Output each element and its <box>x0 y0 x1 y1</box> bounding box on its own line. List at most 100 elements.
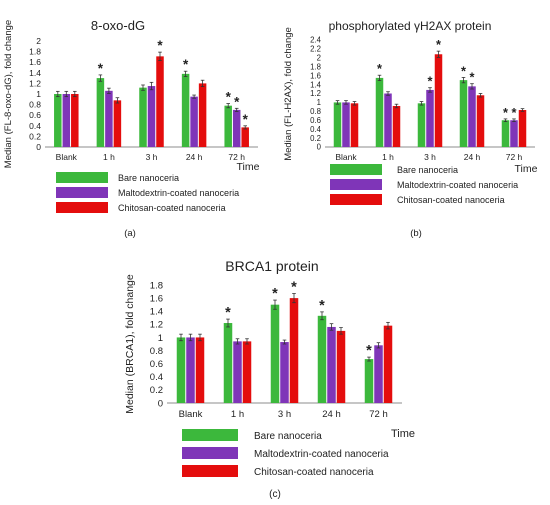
bar <box>232 109 241 147</box>
bar <box>333 102 342 147</box>
x-tick-label: Blank <box>335 152 357 162</box>
y-tick-label: 1.2 <box>150 320 163 331</box>
bar <box>383 325 393 403</box>
legend-label: Maltodextrin-coated nanoceria <box>118 188 239 198</box>
x-tick-label: 72 h <box>506 152 523 162</box>
legend-swatch <box>182 447 238 459</box>
significance-star: * <box>461 63 466 78</box>
x-axis-label: Time <box>391 428 415 440</box>
y-tick-label: 2.4 <box>310 36 322 45</box>
y-tick-label: 0 <box>36 142 41 152</box>
y-tick-label: 2.2 <box>310 45 321 54</box>
chart-title: phosphorylated γH2AX protein <box>329 19 492 33</box>
bar <box>426 89 434 147</box>
legend-label: Chitosan-coated nanoceria <box>118 203 226 213</box>
y-tick-label: 0.6 <box>310 116 321 125</box>
bar <box>342 102 350 147</box>
chart-8-oxo-dg: 8-oxo-dG Median (FL-8-oxo-dG), fold chang… <box>3 18 260 239</box>
y-tick-label: 0 <box>158 398 163 409</box>
bar <box>289 298 299 403</box>
y-tick-label: 1.8 <box>150 280 163 291</box>
bar <box>241 127 249 147</box>
bar <box>147 86 156 147</box>
bar <box>195 337 205 403</box>
x-tick-label: 24 h <box>464 152 481 162</box>
legend-swatch <box>330 164 382 175</box>
y-axis-label: Median (FL-8-oxo-dG), fold change <box>3 20 14 168</box>
significance-star: * <box>512 105 517 120</box>
y-tick-label: 1.8 <box>29 47 41 57</box>
bar <box>190 96 198 147</box>
significance-star: * <box>319 298 325 314</box>
y-tick-label: 0 <box>317 143 322 152</box>
bar <box>317 315 327 403</box>
bar <box>96 78 105 147</box>
y-tick-label: 0.4 <box>150 372 163 383</box>
bar <box>233 341 242 403</box>
legend-swatch <box>182 429 238 441</box>
legend-label: Maltodextrin-coated nanoceria <box>254 449 389 460</box>
significance-star: * <box>234 94 240 109</box>
significance-star: * <box>272 286 278 302</box>
legend-swatch <box>182 465 238 477</box>
bar <box>280 342 289 403</box>
legend-swatch <box>330 179 382 190</box>
bar <box>181 73 190 147</box>
bar <box>417 103 426 147</box>
bar <box>139 87 147 147</box>
y-tick-label: 1 <box>317 98 321 107</box>
significance-star: * <box>226 90 232 105</box>
bar <box>176 337 186 403</box>
bar <box>434 54 443 148</box>
bar <box>375 77 384 147</box>
y-tick-label: 0.4 <box>310 125 322 134</box>
bar <box>336 330 346 403</box>
x-tick-label: 1 h <box>103 152 115 162</box>
y-tick-label: 1.2 <box>29 78 41 88</box>
y-tick-label: 1.8 <box>310 62 321 71</box>
x-tick-label: 1 h <box>231 409 244 420</box>
chart-title: 8-oxo-dG <box>91 18 145 33</box>
chart-gh2ax: phosphorylated γH2AX protein Median (FL-H… <box>283 19 538 239</box>
bar <box>54 94 62 147</box>
panel-label: (a) <box>124 228 136 239</box>
bar <box>364 359 374 403</box>
legend-label: Chitosan-coated nanoceria <box>254 467 374 478</box>
chart-title: BRCA1 protein <box>225 258 318 274</box>
y-tick-label: 1.6 <box>29 57 41 67</box>
x-tick-label: 24 h <box>186 152 203 162</box>
y-tick-label: 2 <box>36 36 41 46</box>
significance-star: * <box>377 61 382 76</box>
significance-star: * <box>428 74 433 89</box>
bar <box>186 337 195 403</box>
y-tick-label: 0.2 <box>310 134 321 143</box>
panel-label: (b) <box>410 228 422 239</box>
bar <box>374 345 383 403</box>
y-tick-label: 1 <box>158 333 163 344</box>
x-tick-label: Blank <box>179 409 203 420</box>
legend-label: Bare nanoceria <box>397 165 458 175</box>
significance-star: * <box>366 343 372 359</box>
y-tick-label: 0.8 <box>310 107 321 116</box>
panel-label: (c) <box>269 489 281 500</box>
x-tick-label: 72 h <box>228 152 245 162</box>
x-tick-label: 1 h <box>382 152 394 162</box>
significance-star: * <box>503 105 508 120</box>
bar <box>198 83 207 147</box>
y-tick-label: 0.2 <box>29 131 41 141</box>
y-tick-label: 0.4 <box>29 121 41 131</box>
y-tick-label: 0.6 <box>29 110 41 120</box>
x-axis-label: Time <box>515 163 538 175</box>
bar <box>224 105 232 147</box>
bar <box>113 100 122 147</box>
significance-star: * <box>225 305 231 321</box>
y-tick-label: 1.6 <box>310 71 321 80</box>
significance-star: * <box>243 112 249 127</box>
bar <box>518 109 527 147</box>
y-tick-label: 0.8 <box>29 100 41 110</box>
legend-label: Maltodextrin-coated nanoceria <box>397 180 518 190</box>
y-tick-label: 1.2 <box>310 89 321 98</box>
y-tick-label: 1.4 <box>310 80 322 89</box>
x-axis-label: Time <box>237 161 260 173</box>
